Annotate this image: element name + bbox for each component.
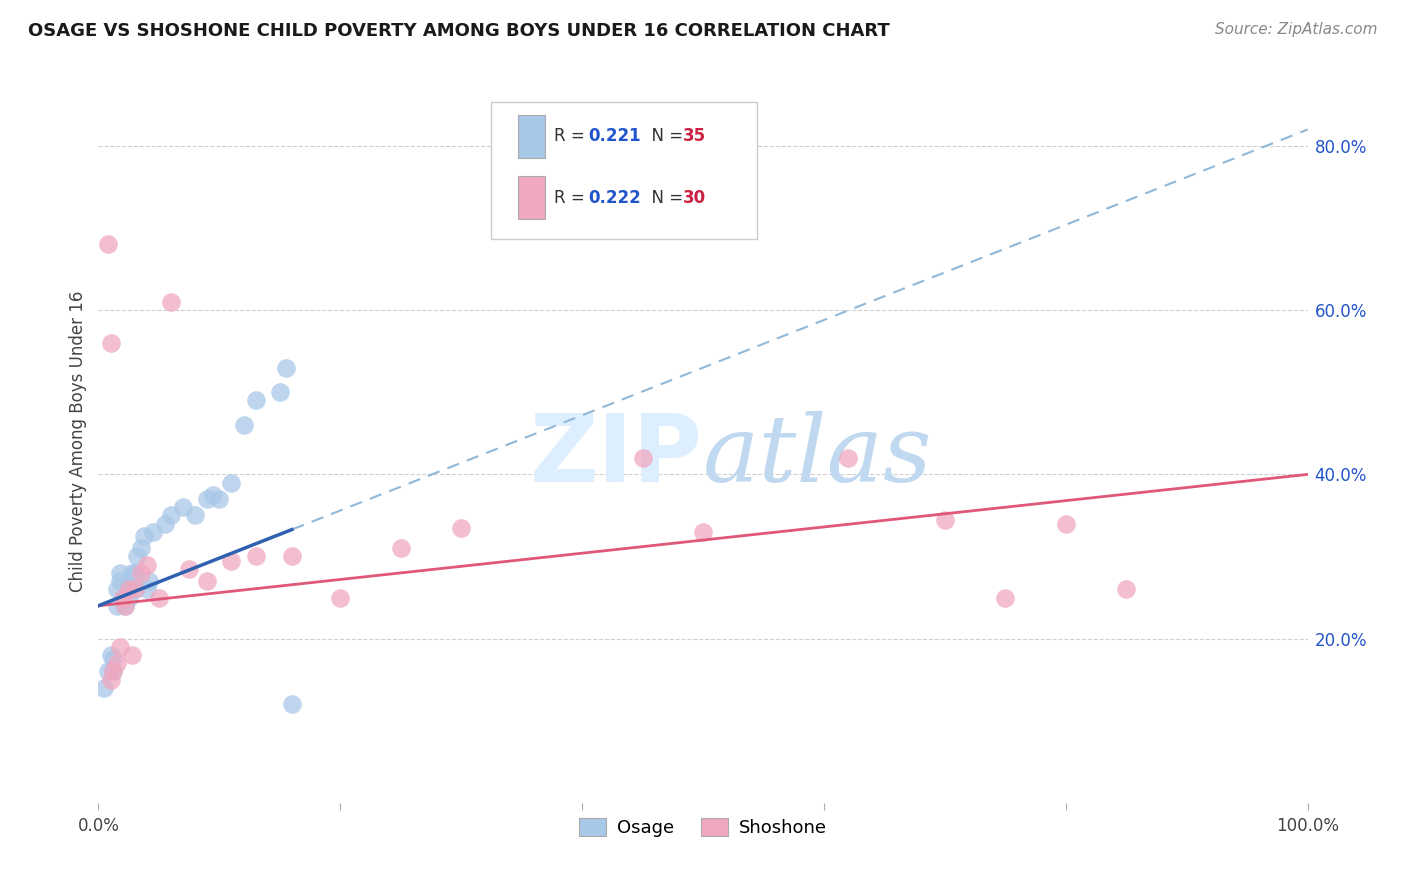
Point	[837, 450, 859, 465]
Point	[148, 591, 170, 605]
Point	[108, 640, 131, 654]
Point	[142, 524, 165, 539]
Point	[108, 574, 131, 588]
Text: 35: 35	[682, 128, 706, 145]
Text: OSAGE VS SHOSHONE CHILD POVERTY AMONG BOYS UNDER 16 CORRELATION CHART: OSAGE VS SHOSHONE CHILD POVERTY AMONG BO…	[28, 22, 890, 40]
Point	[274, 360, 297, 375]
Point	[221, 475, 243, 490]
Point	[105, 582, 128, 597]
Point	[934, 512, 956, 526]
Point	[450, 521, 472, 535]
Point	[111, 591, 134, 605]
Point	[100, 648, 122, 662]
FancyBboxPatch shape	[517, 115, 544, 158]
Text: atlas: atlas	[703, 411, 932, 501]
Point	[118, 591, 141, 605]
Point	[631, 450, 654, 465]
Point	[202, 488, 225, 502]
Point	[389, 541, 412, 556]
FancyBboxPatch shape	[492, 102, 758, 239]
Point	[179, 562, 201, 576]
Point	[135, 582, 157, 597]
Point	[129, 566, 152, 580]
Point	[153, 516, 176, 531]
Point	[118, 582, 141, 597]
Point	[172, 500, 194, 515]
Point	[93, 681, 115, 695]
Point	[195, 574, 218, 588]
Legend: Osage, Shoshone: Osage, Shoshone	[572, 811, 834, 845]
Point	[135, 558, 157, 572]
Point	[124, 582, 146, 597]
Text: 0.221: 0.221	[588, 128, 641, 145]
Point	[105, 599, 128, 613]
Point	[208, 491, 231, 506]
Point	[105, 657, 128, 671]
Point	[692, 524, 714, 539]
Point	[160, 508, 183, 523]
Text: Source: ZipAtlas.com: Source: ZipAtlas.com	[1215, 22, 1378, 37]
Point	[195, 491, 218, 506]
Text: ZIP: ZIP	[530, 410, 703, 502]
Point	[994, 591, 1017, 605]
Point	[97, 237, 120, 252]
Point	[97, 665, 120, 679]
Point	[232, 418, 254, 433]
Point	[245, 549, 267, 564]
Point	[127, 549, 149, 564]
Point	[118, 578, 141, 592]
Point	[281, 549, 304, 564]
Point	[100, 673, 122, 687]
Text: N =: N =	[641, 189, 689, 207]
Point	[114, 599, 136, 613]
Point	[101, 665, 124, 679]
Point	[245, 393, 267, 408]
Point	[124, 582, 146, 597]
FancyBboxPatch shape	[517, 176, 544, 219]
Point	[134, 529, 156, 543]
Text: R =: R =	[554, 189, 591, 207]
Point	[138, 574, 160, 588]
Text: 0.222: 0.222	[588, 189, 641, 207]
Point	[108, 566, 131, 580]
Point	[121, 566, 143, 580]
Point	[111, 591, 134, 605]
Point	[269, 385, 291, 400]
Text: N =: N =	[641, 128, 689, 145]
Point	[1054, 516, 1077, 531]
Y-axis label: Child Poverty Among Boys Under 16: Child Poverty Among Boys Under 16	[69, 291, 87, 592]
Text: 30: 30	[682, 189, 706, 207]
Point	[184, 508, 207, 523]
Point	[129, 541, 152, 556]
Text: R =: R =	[554, 128, 591, 145]
Point	[160, 295, 183, 310]
Point	[114, 599, 136, 613]
Point	[221, 553, 243, 567]
Point	[281, 698, 304, 712]
Point	[100, 336, 122, 351]
Point	[1115, 582, 1137, 597]
Point	[121, 648, 143, 662]
Point	[101, 665, 124, 679]
Point	[329, 591, 352, 605]
Point	[101, 652, 124, 666]
Point	[124, 566, 146, 580]
